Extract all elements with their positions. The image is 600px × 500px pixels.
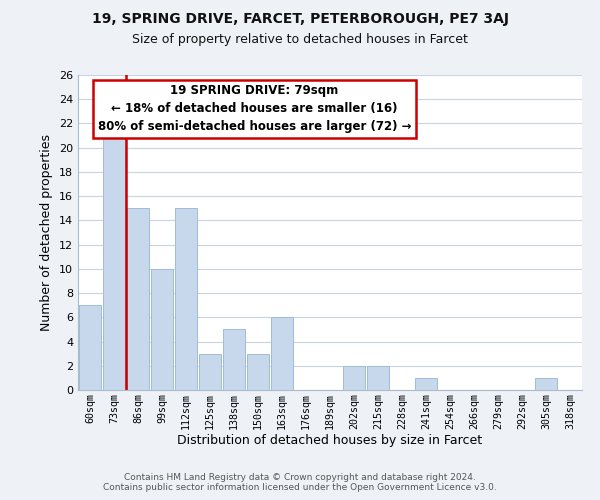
Bar: [151, 269, 173, 390]
Bar: [199, 354, 221, 390]
Bar: [343, 366, 365, 390]
Text: 19 SPRING DRIVE: 79sqm
← 18% of detached houses are smaller (16)
80% of semi-det: 19 SPRING DRIVE: 79sqm ← 18% of detached…: [98, 84, 411, 134]
Text: 19, SPRING DRIVE, FARCET, PETERBOROUGH, PE7 3AJ: 19, SPRING DRIVE, FARCET, PETERBOROUGH, …: [91, 12, 509, 26]
X-axis label: Distribution of detached houses by size in Farcet: Distribution of detached houses by size …: [178, 434, 482, 448]
Bar: [535, 378, 557, 390]
Bar: [127, 208, 149, 390]
Bar: [103, 136, 125, 390]
Y-axis label: Number of detached properties: Number of detached properties: [40, 134, 53, 331]
Bar: [79, 305, 101, 390]
Text: Size of property relative to detached houses in Farcet: Size of property relative to detached ho…: [132, 32, 468, 46]
Bar: [223, 330, 245, 390]
Bar: [367, 366, 389, 390]
Bar: [247, 354, 269, 390]
Text: Contains public sector information licensed under the Open Government Licence v3: Contains public sector information licen…: [103, 484, 497, 492]
Bar: [175, 208, 197, 390]
Bar: [271, 318, 293, 390]
Text: Contains HM Land Registry data © Crown copyright and database right 2024.: Contains HM Land Registry data © Crown c…: [124, 474, 476, 482]
Bar: [415, 378, 437, 390]
